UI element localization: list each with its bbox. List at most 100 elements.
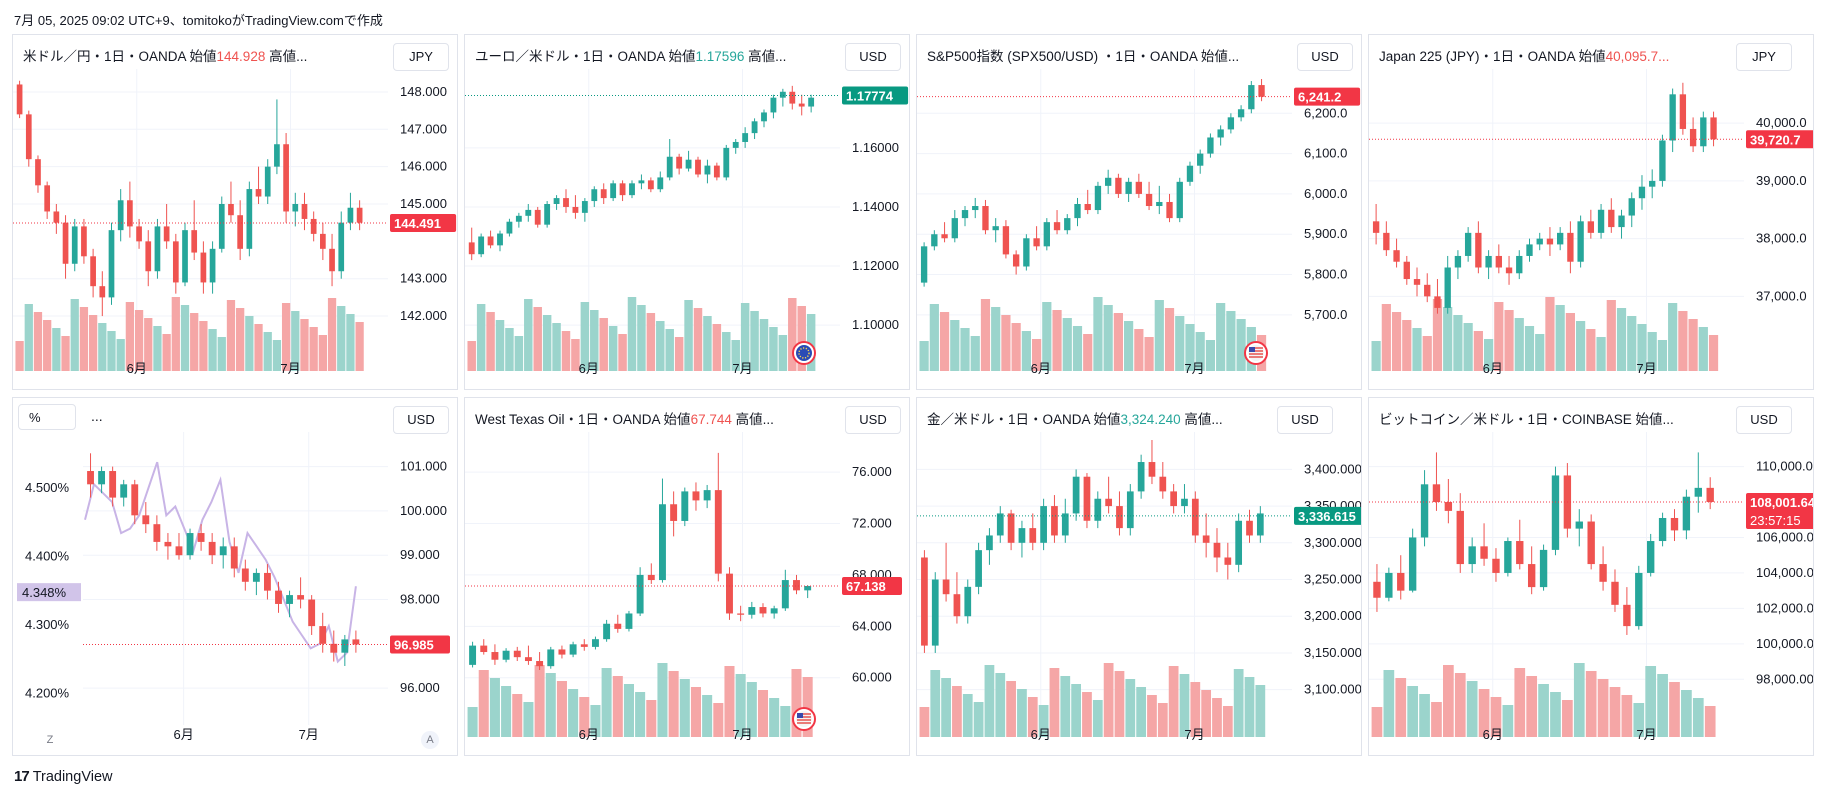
x-axis-month-label: 7月 (1184, 727, 1204, 742)
symbol-title[interactable]: 金／米ドル・1日・OANDA 始値3,324.240 高値... (927, 408, 1223, 428)
candle-body (1536, 238, 1543, 245)
candlestick-chart[interactable]: 40,000.0 39,000.0 38,000.0 37,000.0 39,720.7… (1369, 35, 1813, 389)
candle-body (120, 484, 128, 498)
candle-body (308, 599, 316, 627)
candle-body (71, 226, 78, 264)
symbol-title[interactable]: ... (91, 408, 103, 424)
currency-button[interactable]: JPY (393, 43, 449, 71)
volume-bar (1431, 702, 1442, 737)
chart-panel-jp225[interactable]: Japan 225 (JPY)・1日・OANDA 始値40,095.7... J… (1368, 34, 1814, 390)
symbol-title[interactable]: ユーロ／米ドル・1日・OANDA 始値1.17596 高値... (475, 45, 786, 65)
currency-button[interactable]: USD (845, 43, 901, 71)
symbol-title[interactable]: West Texas Oil・1日・OANDA 始値67.744 高値... (475, 408, 774, 428)
currency-button[interactable]: USD (845, 406, 901, 434)
chart-panel-eurusd[interactable]: ユーロ／米ドル・1日・OANDA 始値1.17596 高値... USD 1.1… (464, 34, 910, 390)
volume-bar (1708, 335, 1719, 371)
candlestick-chart[interactable]: 148.000 147.000 146.000 145.000 143.000 142.0… (13, 35, 457, 389)
candle-body (1051, 506, 1058, 536)
candle-body (1516, 541, 1524, 565)
volume-bar (930, 670, 941, 737)
volume-bar (1021, 331, 1031, 371)
candle-body (1456, 510, 1464, 565)
chart-panel-wti[interactable]: West Texas Oil・1日・OANDA 始値67.744 高値... U… (464, 397, 910, 756)
volume-bar (919, 707, 930, 737)
symbol-title-prefix: S&P500指数 (SPX500/USD) ・1日・OANDA 始値... (927, 49, 1240, 64)
volume-bar (637, 305, 646, 371)
chart-panel-btcusd[interactable]: ビットコイン／米ドル・1日・COINBASE 始値... USD 110,000… (1368, 397, 1814, 756)
currency-button[interactable]: USD (1297, 43, 1353, 71)
volume-bar (703, 316, 712, 371)
candle-body (469, 645, 477, 665)
last-price-label: 39,720.7 (1750, 132, 1801, 147)
candle-body (658, 504, 666, 581)
volume-bar (1255, 685, 1266, 737)
currency-button[interactable]: JPY (1736, 43, 1792, 71)
candle-body (1115, 177, 1122, 194)
candlestick-chart[interactable]: 1.16000 1.14000 1.12000 1.10000 1.17774 6月 7月 (465, 35, 909, 389)
symbol-title[interactable]: ビットコイン／米ドル・1日・COINBASE 始値... (1379, 408, 1674, 428)
volume-bar (1190, 682, 1201, 737)
open-value: 67.744 (690, 412, 732, 427)
chart-panel-usdjpy[interactable]: 米ドル／円・1日・OANDA 始値144.928 高値... JPY 148.0… (12, 34, 458, 390)
candle-body (629, 183, 635, 196)
candle-body (1551, 475, 1560, 550)
symbol-title[interactable]: Japan 225 (JPY)・1日・OANDA 始値40,095.7... (1379, 45, 1669, 65)
y-tick-label: 1.10000 (852, 317, 899, 332)
candlestick-chart[interactable]: 110,000.00 106,000.00 104,000.00 102,000.00… (1369, 398, 1813, 755)
auto-scale-button[interactable]: A (421, 731, 439, 749)
candle-body (1694, 487, 1702, 497)
symbol-title[interactable]: 米ドル／円・1日・OANDA 始値144.928 高値... (23, 45, 307, 65)
percent-scale-button[interactable]: % (18, 404, 76, 430)
volume-bar (346, 314, 355, 371)
tradingview-brand[interactable]: 17 TradingView (14, 768, 112, 785)
symbol-title[interactable]: S&P500指数 (SPX500/USD) ・1日・OANDA 始値... (927, 45, 1239, 65)
candlestick-chart[interactable]: 3,400.0003,350.0003,300.0003,250.0003,20… (917, 398, 1361, 755)
candle-body (603, 623, 611, 640)
volume-bar (1407, 686, 1419, 737)
chart-panel-xauusd[interactable]: 金／米ドル・1日・OANDA 始値3,324.240 高値... USD 3,4… (916, 397, 1362, 756)
candle-body (98, 471, 106, 485)
volume-bar (759, 319, 769, 371)
volume-bar (1083, 334, 1093, 371)
volume-bar (1606, 300, 1616, 371)
volume-bar (1060, 676, 1071, 737)
candle-body (16, 84, 23, 115)
volume-bar (88, 315, 98, 371)
candle-body (647, 180, 654, 190)
volume-bar (495, 320, 505, 371)
currency-button[interactable]: USD (393, 406, 449, 434)
currency-button[interactable]: USD (1736, 406, 1792, 434)
candle-body (1689, 128, 1697, 147)
volume-bar (618, 334, 627, 371)
y-tick-label: 110,000.00 (1756, 459, 1813, 474)
candle-body (338, 222, 345, 272)
y-tick-label: 98,000.00 (1756, 671, 1813, 686)
volume-bar (61, 336, 70, 371)
zoom-reset-button[interactable]: Z (46, 734, 54, 746)
volume-bar (684, 300, 693, 371)
volume-bar (1681, 690, 1692, 737)
left-price-label: 4.348% (22, 585, 67, 600)
candle-body (241, 568, 249, 582)
candle-body (99, 286, 106, 298)
candlestick-chart[interactable]: 6,200.0 6,100.0 6,000.0 5,900.0 5,800.0 5,700… (917, 35, 1361, 389)
volume-bar (1688, 319, 1698, 371)
candle-body (1505, 267, 1513, 274)
candle-body (1002, 226, 1010, 255)
volume-bar (679, 679, 690, 737)
chart-panel-spx500[interactable]: S&P500指数 (SPX500/USD) ・1日・OANDA 始値... US… (916, 34, 1362, 390)
candle-body (1623, 604, 1631, 627)
candle-body (1504, 541, 1512, 573)
currency-button[interactable]: USD (1277, 406, 1333, 434)
volume-bar (1062, 318, 1072, 371)
x-axis-month-label: 7月 (1184, 361, 1204, 376)
candle-body (714, 490, 722, 574)
volume-bar (1093, 297, 1103, 371)
volume-bar (712, 324, 722, 371)
chart-panel-yield[interactable]: % ... USD 101.000 100.000 99.000 98.000 96.0… (12, 397, 458, 756)
volume-bar (952, 686, 962, 737)
candle-body (109, 471, 117, 498)
candle-body (1646, 541, 1655, 573)
candlestick-chart[interactable]: 101.000 100.000 99.000 98.000 96.000 4.500% 4.… (13, 398, 457, 755)
